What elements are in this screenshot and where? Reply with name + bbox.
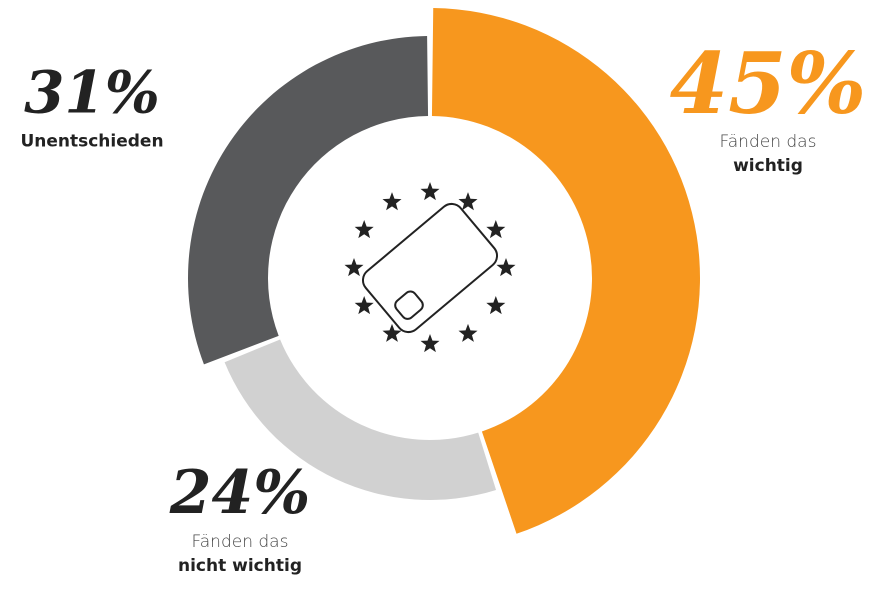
star (420, 334, 440, 353)
center-icon (344, 182, 516, 353)
star (486, 296, 506, 315)
category-prefix: Fänden das (720, 132, 817, 152)
star (458, 192, 478, 211)
value-label: 45% (670, 34, 867, 133)
star (486, 220, 506, 239)
category-prefix: Fänden das (192, 532, 289, 552)
star (420, 182, 440, 201)
donut-segment (187, 36, 429, 365)
star (382, 192, 402, 211)
value-label: 24% (169, 458, 311, 528)
star (458, 323, 478, 342)
star (496, 258, 516, 277)
category-label: nicht wichtig (178, 556, 302, 576)
star (354, 296, 374, 315)
donut-segment (431, 8, 700, 534)
star (382, 323, 402, 342)
star (354, 220, 374, 239)
donut-segment (224, 339, 497, 500)
value-label: 31% (24, 58, 160, 126)
star (344, 258, 364, 277)
category-label: wichtig (733, 156, 803, 176)
category-label: Unentschieden (20, 131, 163, 151)
